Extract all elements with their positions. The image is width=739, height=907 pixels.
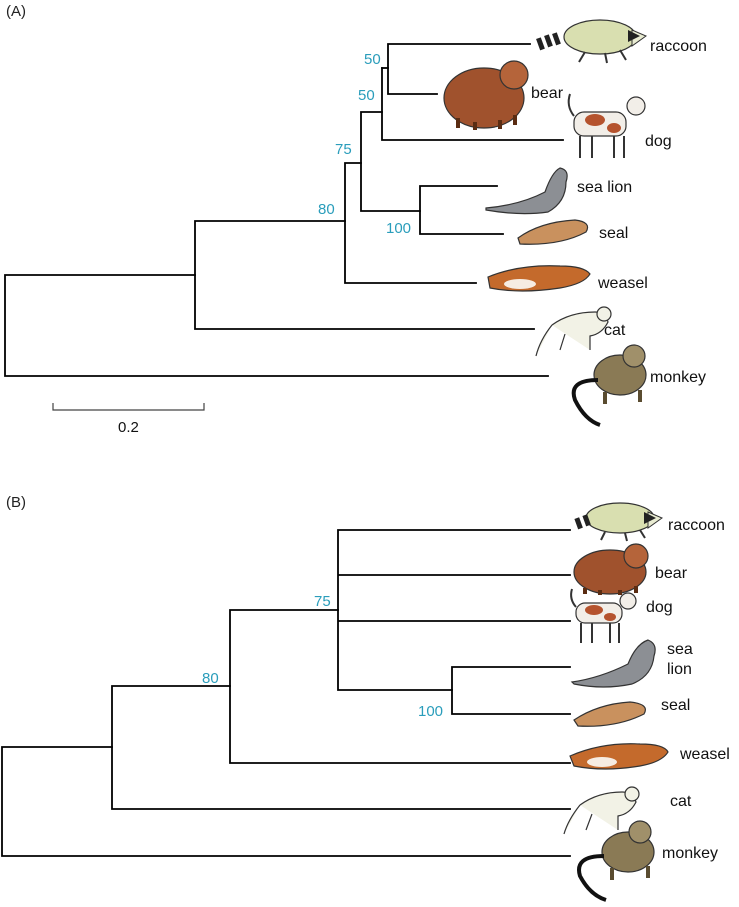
cat-icon	[535, 306, 612, 357]
bootstrap-b-80: 80	[202, 670, 219, 687]
branch-a-cat-split	[194, 220, 535, 330]
scale-bar-label: 0.2	[118, 419, 139, 436]
dog-icon	[570, 588, 637, 643]
taxon-b-bear: bear	[655, 565, 688, 582]
taxon-b-dog: dog	[646, 599, 673, 616]
scale-bar: 0.2	[52, 403, 205, 436]
taxon-a-bear: bear	[531, 85, 564, 102]
branch-b-pinniped	[451, 666, 571, 715]
monkey-icon	[571, 344, 647, 427]
weasel-icon	[569, 743, 669, 770]
panel-b: (B) 75 80 100	[1, 494, 730, 902]
panel-b-label: (B)	[6, 494, 26, 511]
tree-a-branches	[4, 43, 564, 377]
weasel-icon	[487, 265, 591, 292]
branch-a-node-75	[360, 111, 421, 212]
taxon-b-sea: sea	[667, 641, 693, 658]
seal-icon	[573, 701, 646, 727]
branch-a-node-50b	[381, 67, 564, 141]
branch-b-root	[1, 746, 571, 857]
bootstrap-a-50-lower: 50	[358, 87, 375, 104]
branch-a-node-50a	[387, 43, 531, 95]
bootstrap-b: 75 80 100	[202, 593, 443, 720]
raccoon-icon	[574, 502, 664, 542]
taxon-a-cat: cat	[604, 322, 626, 339]
bear-icon	[443, 60, 529, 130]
taxon-a-seal: seal	[599, 225, 628, 242]
taxon-a-dog: dog	[645, 133, 672, 150]
branch-a-weasel-split	[344, 162, 477, 284]
taxon-a-monkey: monkey	[650, 369, 706, 386]
taxon-b-weasel: weasel	[679, 746, 730, 763]
bootstrap-b-75: 75	[314, 593, 331, 610]
bootstrap-a-80: 80	[318, 201, 335, 218]
taxon-b-seal: seal	[661, 697, 690, 714]
monkey-icon	[577, 820, 655, 902]
taxon-b-raccoon: raccoon	[668, 517, 725, 534]
bootstrap-b-100: 100	[418, 703, 443, 720]
taxon-a-weasel: weasel	[597, 275, 648, 292]
bootstrap-a-100: 100	[386, 220, 411, 237]
panel-a: (A) 50 50 75 80 100	[4, 3, 707, 436]
branch-a-root	[4, 274, 549, 377]
sea-lion-icon	[570, 639, 656, 688]
sea-lion-icon	[485, 167, 568, 215]
branch-b-weasel-split	[229, 609, 571, 764]
dog-icon	[567, 93, 646, 158]
taxon-b-cat: cat	[670, 793, 692, 810]
branch-b-cat-split	[111, 685, 571, 810]
tree-b-branches	[1, 529, 571, 857]
seal-icon	[517, 219, 589, 245]
bear-icon	[573, 543, 649, 595]
bootstrap-a: 50 50 75 80 100	[318, 51, 411, 237]
taxon-a-raccoon: raccoon	[650, 38, 707, 55]
taxon-b-monkey: monkey	[662, 845, 718, 862]
taxa-labels-a: raccoon bear dog sea lion seal weasel ca…	[531, 38, 707, 386]
branch-b-node-75	[337, 529, 571, 691]
bootstrap-a-50-upper: 50	[364, 51, 381, 68]
bootstrap-a-75: 75	[335, 141, 352, 158]
branch-a-pinniped	[419, 185, 504, 235]
taxon-b-lion: lion	[667, 661, 692, 678]
panel-a-label: (A)	[6, 3, 26, 20]
taxa-labels-b: raccoon bear dog sea lion seal weasel ca…	[646, 517, 730, 862]
taxon-a-sea-lion: sea lion	[577, 179, 632, 196]
raccoon-icon	[536, 19, 648, 64]
cat-icon	[563, 786, 640, 835]
